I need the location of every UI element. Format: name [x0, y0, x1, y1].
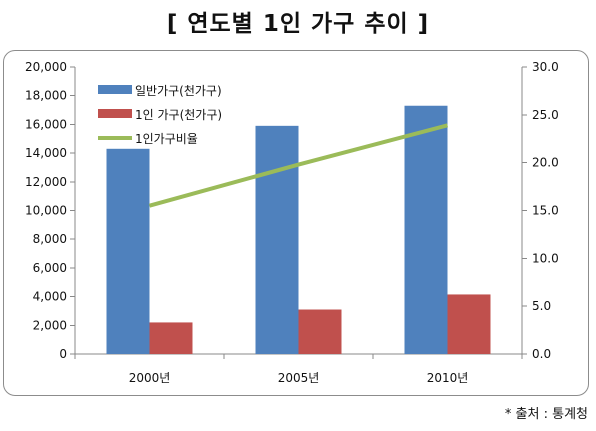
chart-title: [ 연도별 1인 가구 추이 ] — [166, 11, 430, 37]
y-right-tick-label: 10.0 — [532, 251, 559, 265]
bar-households-1 — [255, 125, 299, 355]
y-right-tick-label: 5.0 — [532, 299, 551, 313]
y-left-tick-label: 2,000 — [33, 318, 67, 332]
legend-label-0: 일반가구(천가구) — [135, 83, 222, 98]
legend-swatch-1 — [98, 109, 132, 118]
x-tick-label: 2005년 — [278, 371, 320, 385]
y-left-tick-label: 14,000 — [25, 146, 67, 160]
bar-households-0 — [106, 148, 150, 354]
y-left-tick-label: 10,000 — [25, 204, 67, 218]
y-left-tick-label: 0 — [59, 347, 67, 361]
y-left-tick-label: 12,000 — [25, 175, 67, 189]
y-left-tick-label: 18,000 — [25, 89, 67, 103]
chart-line — [148, 123, 449, 208]
legend-swatch-0 — [98, 85, 132, 94]
y-left-tick-label: 6,000 — [33, 261, 67, 275]
bar-households-2 — [404, 105, 448, 355]
y-right-tick-label: 30.0 — [532, 60, 559, 74]
y-left-tick-label: 4,000 — [33, 290, 67, 304]
bar-single-person-2 — [447, 294, 491, 354]
bar-single-person-0 — [149, 322, 193, 354]
y-left-tick-label: 16,000 — [25, 117, 67, 131]
y-right-tick-label: 15.0 — [532, 204, 559, 218]
x-tick-label: 2000년 — [129, 371, 171, 385]
legend-label-2: 1인가구비율 — [135, 132, 198, 146]
y-left-tick-label: 8,000 — [33, 232, 67, 246]
x-tick-label: 2010년 — [427, 371, 469, 385]
y-right-tick-label: 25.0 — [532, 108, 559, 122]
y-right-tick-label: 0.0 — [532, 347, 551, 361]
legend-label-1: 1인 가구(천가구) — [135, 107, 222, 122]
y-right-tick-label: 20.0 — [532, 156, 559, 170]
source-note: * 출처 : 통계청 — [504, 407, 588, 422]
chart-legend: 일반가구(천가구) 1인 가구(천가구) 1인가구비율 — [98, 83, 222, 146]
bar-single-person-1 — [298, 309, 342, 354]
chart-bars — [106, 105, 491, 355]
y-left-tick-label: 20,000 — [25, 60, 67, 74]
